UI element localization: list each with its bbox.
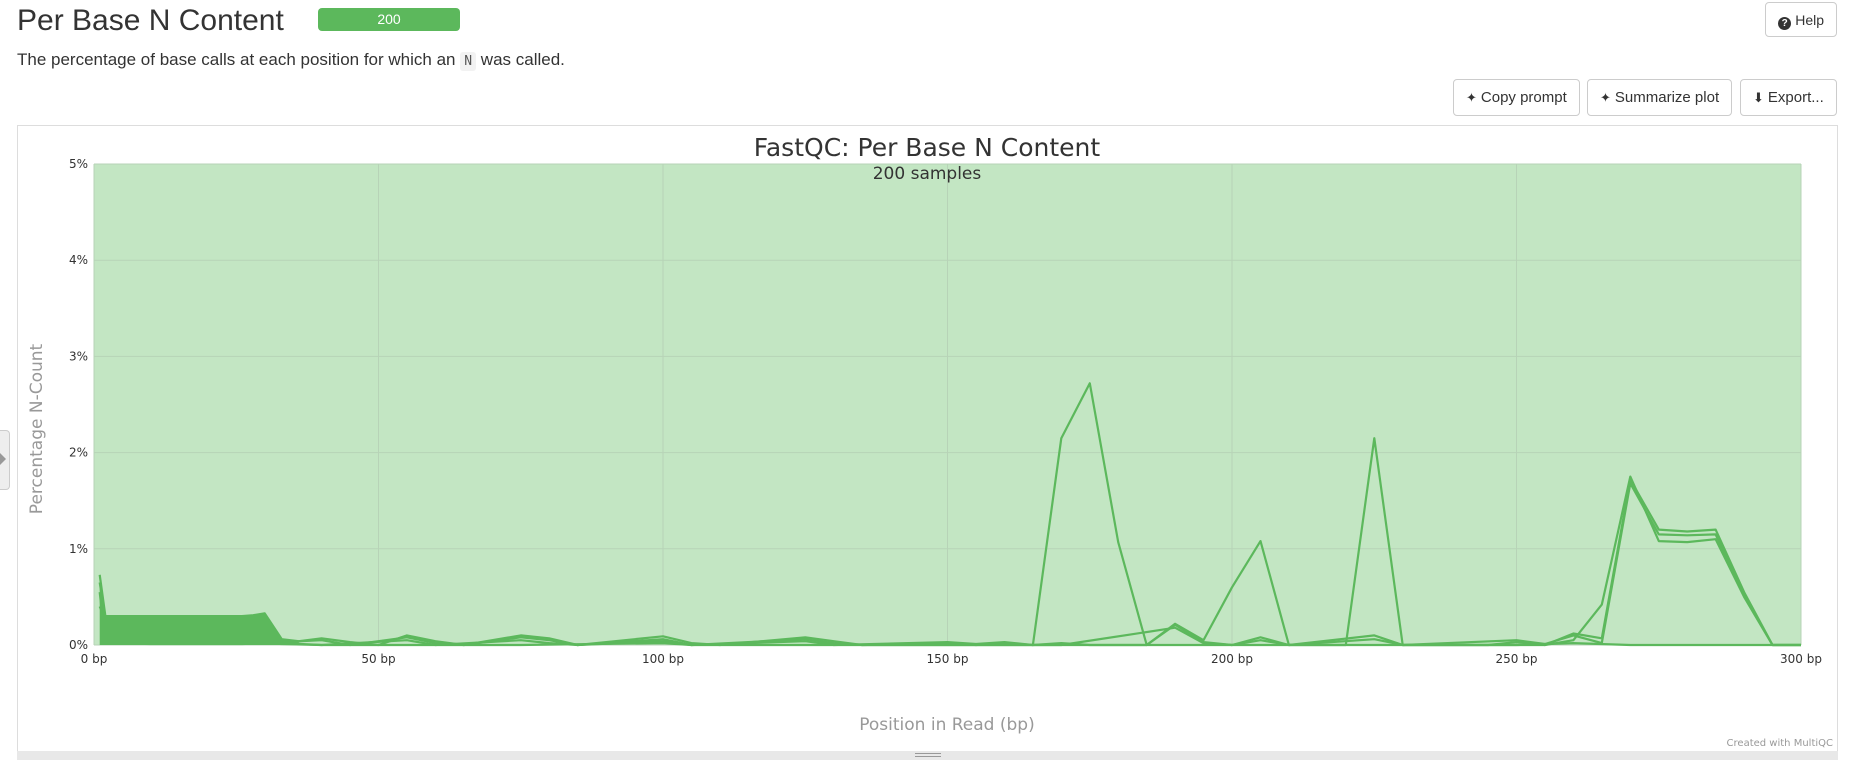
n-code: N (460, 52, 477, 71)
grip-icon (914, 753, 941, 757)
x-tick-label: 250 bp (1496, 652, 1538, 666)
chart-title: FastQC: Per Base N Content (754, 133, 1101, 162)
y-tick-label: 3% (69, 349, 88, 363)
sparkle-icon: ✦ (1600, 90, 1611, 105)
question-circle-icon: ? (1778, 17, 1792, 30)
chart-subtitle: 200 samples (873, 164, 982, 184)
series-fill (99, 574, 299, 645)
y-axis-label: Percentage N-Count (27, 343, 47, 514)
help-button[interactable]: ? Help (1765, 2, 1837, 37)
summarize-plot-button[interactable]: ✦ Summarize plot (1587, 79, 1733, 116)
y-tick-label: 1% (69, 542, 88, 556)
page-title: Per Base N Content (17, 4, 284, 37)
x-tick-label: 150 bp (927, 652, 969, 666)
x-tick-label: 50 bp (361, 652, 395, 666)
download-icon: ⬇ (1753, 90, 1764, 105)
y-tick-label: 2% (69, 446, 88, 460)
n-content-chart: 0% 1% 2% 3% 4% 5% 0 bp 50 bp 100 bp 150 bp 200 bp… (27, 133, 1833, 749)
series-group (98, 382, 1801, 647)
y-axis-ticks: 0% 1% 2% 3% 4% 5% (69, 157, 88, 652)
export-button[interactable]: ⬇ Export... (1740, 79, 1837, 116)
x-axis-label: Position in Read (bp) (859, 715, 1034, 735)
page-header: Per Base N Content 200 ? Help (17, 0, 1837, 60)
credit-text: Created with MultiQC (1727, 738, 1833, 749)
sidebar-toggle[interactable] (0, 430, 10, 490)
y-tick-label: 4% (69, 253, 88, 267)
help-label: Help (1795, 12, 1824, 28)
chevron-right-icon (0, 453, 6, 465)
sparkle-icon: ✦ (1466, 90, 1477, 105)
section-description: The percentage of base calls at each pos… (17, 50, 565, 71)
x-axis-ticks: 0 bp 50 bp 100 bp 150 bp 200 bp 250 bp 300 bp (81, 652, 1822, 666)
chart-container: 0% 1% 2% 3% 4% 5% 0 bp 50 bp 100 bp 150 bp 200 bp… (17, 125, 1838, 759)
resize-handle[interactable] (17, 751, 1838, 760)
x-tick-label: 100 bp (642, 652, 684, 666)
x-tick-label: 0 bp (81, 652, 108, 666)
y-tick-label: 0% (69, 638, 88, 652)
x-tick-label: 300 bp (1780, 652, 1822, 666)
copy-prompt-button[interactable]: ✦ Copy prompt (1453, 79, 1580, 116)
x-tick-label: 200 bp (1211, 652, 1253, 666)
y-tick-label: 5% (69, 157, 88, 171)
sample-count-badge: 200 (318, 8, 460, 31)
